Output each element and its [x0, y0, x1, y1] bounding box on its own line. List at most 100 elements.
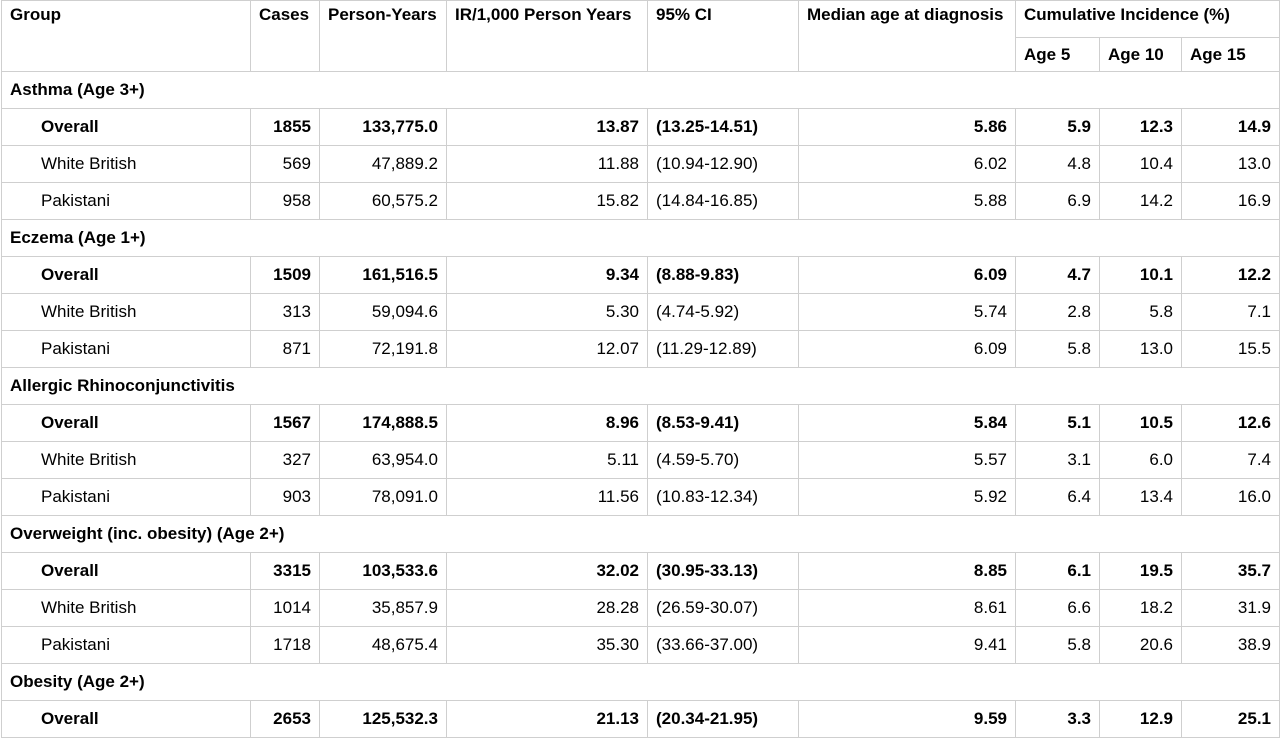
person-years-cell: 161,516.5	[319, 256, 447, 294]
age5-cell: 6.4	[1015, 478, 1100, 516]
age10-cell: 10.5	[1099, 404, 1182, 442]
age5-cell: 2.8	[1015, 293, 1100, 331]
section-title: Overweight (inc. obesity) (Age 2+)	[1, 515, 1280, 553]
age5-cell: 4.7	[1015, 256, 1100, 294]
median-age-cell: 6.09	[798, 256, 1016, 294]
median-age-cell: 5.74	[798, 293, 1016, 331]
age10-cell: 19.5	[1099, 552, 1182, 590]
age15-cell: 12.2	[1181, 256, 1280, 294]
person-years-cell: 125,532.3	[319, 700, 447, 738]
table-row: Overall 2653 125,532.3 21.13 (20.34-21.95) 9.…	[1, 700, 1280, 738]
section-title: Allergic Rhinoconjunctivitis	[1, 367, 1280, 405]
age5-cell: 5.8	[1015, 626, 1100, 664]
age10-cell: 12.9	[1099, 700, 1182, 738]
row-group-label: White British	[1, 441, 251, 479]
table-row: Overall 3315 103,533.6 32.02 (30.95-33.13) 8.…	[1, 552, 1280, 590]
person-years-cell: 63,954.0	[319, 441, 447, 479]
cases-cell: 1855	[250, 108, 320, 146]
cases-cell: 958	[250, 182, 320, 220]
row-group-label: White British	[1, 293, 251, 331]
age15-cell: 7.1	[1181, 293, 1280, 331]
ir-cell: 32.02	[446, 552, 648, 590]
ci-cell: (14.84-16.85)	[647, 182, 799, 220]
cases-cell: 1509	[250, 256, 320, 294]
row-group-label: White British	[1, 589, 251, 627]
ir-cell: 11.56	[446, 478, 648, 516]
ci-cell: (33.66-37.00)	[647, 626, 799, 664]
row-group-label: Overall	[1, 552, 251, 590]
age10-cell: 13.4	[1099, 478, 1182, 516]
cases-cell: 1014	[250, 589, 320, 627]
ir-cell: 5.30	[446, 293, 648, 331]
cases-cell: 327	[250, 441, 320, 479]
row-group-label: Pakistani	[1, 478, 251, 516]
header-ir: IR/1,000 Person Years	[446, 0, 648, 72]
table-row: Overall 1567 174,888.5 8.96 (8.53-9.41) 5.84 5…	[1, 404, 1280, 442]
person-years-cell: 78,091.0	[319, 478, 447, 516]
table-body: Asthma (Age 3+) Overall 1855 133,775.0 13.87…	[1, 71, 1280, 738]
median-age-cell: 5.86	[798, 108, 1016, 146]
header-group: Group	[1, 0, 251, 72]
ci-cell: (10.83-12.34)	[647, 478, 799, 516]
person-years-cell: 48,675.4	[319, 626, 447, 664]
median-age-cell: 9.59	[798, 700, 1016, 738]
ir-cell: 21.13	[446, 700, 648, 738]
ci-cell: (11.29-12.89)	[647, 330, 799, 368]
ir-cell: 11.88	[446, 145, 648, 183]
section-title: Eczema (Age 1+)	[1, 219, 1280, 257]
table-row: Pakistani 958 60,575.2 15.82 (14.84-16.85) 5.…	[1, 182, 1280, 220]
section-title: Obesity (Age 2+)	[1, 663, 1280, 701]
age10-cell: 20.6	[1099, 626, 1182, 664]
person-years-cell: 174,888.5	[319, 404, 447, 442]
table-row: Overall 1855 133,775.0 13.87 (13.25-14.51) 5.…	[1, 108, 1280, 146]
ci-cell: (30.95-33.13)	[647, 552, 799, 590]
age15-cell: 25.1	[1181, 700, 1280, 738]
row-group-label: Pakistani	[1, 626, 251, 664]
ci-cell: (26.59-30.07)	[647, 589, 799, 627]
person-years-cell: 47,889.2	[319, 145, 447, 183]
age5-cell: 3.3	[1015, 700, 1100, 738]
age5-cell: 5.9	[1015, 108, 1100, 146]
age15-cell: 13.0	[1181, 145, 1280, 183]
person-years-cell: 133,775.0	[319, 108, 447, 146]
age10-cell: 18.2	[1099, 589, 1182, 627]
table-row: Pakistani 903 78,091.0 11.56 (10.83-12.34) 5.…	[1, 478, 1280, 516]
row-group-label: Overall	[1, 404, 251, 442]
header-median-age: Median age at diagnosis	[798, 0, 1016, 72]
cases-cell: 569	[250, 145, 320, 183]
age10-cell: 13.0	[1099, 330, 1182, 368]
median-age-cell: 5.57	[798, 441, 1016, 479]
age15-cell: 31.9	[1181, 589, 1280, 627]
cases-cell: 313	[250, 293, 320, 331]
age10-cell: 12.3	[1099, 108, 1182, 146]
row-group-label: Overall	[1, 700, 251, 738]
ir-cell: 15.82	[446, 182, 648, 220]
age5-cell: 4.8	[1015, 145, 1100, 183]
age5-cell: 6.9	[1015, 182, 1100, 220]
table-row: Pakistani 1718 48,675.4 35.30 (33.66-37.00) 9…	[1, 626, 1280, 664]
ci-cell: (10.94-12.90)	[647, 145, 799, 183]
person-years-cell: 72,191.8	[319, 330, 447, 368]
section-row: Allergic Rhinoconjunctivitis	[1, 367, 1280, 405]
row-group-label: White British	[1, 145, 251, 183]
row-group-label: Overall	[1, 256, 251, 294]
cases-cell: 871	[250, 330, 320, 368]
age5-cell: 6.6	[1015, 589, 1100, 627]
ci-cell: (8.53-9.41)	[647, 404, 799, 442]
section-row: Overweight (inc. obesity) (Age 2+)	[1, 515, 1280, 553]
person-years-cell: 35,857.9	[319, 589, 447, 627]
age5-cell: 3.1	[1015, 441, 1100, 479]
median-age-cell: 5.84	[798, 404, 1016, 442]
ci-cell: (8.88-9.83)	[647, 256, 799, 294]
age15-cell: 12.6	[1181, 404, 1280, 442]
ir-cell: 9.34	[446, 256, 648, 294]
section-row: Obesity (Age 2+)	[1, 663, 1280, 701]
median-age-cell: 6.02	[798, 145, 1016, 183]
section-row: Asthma (Age 3+)	[1, 71, 1280, 109]
header-age-5: Age 5	[1015, 37, 1100, 72]
person-years-cell: 59,094.6	[319, 293, 447, 331]
header-person-years: Person-Years	[319, 0, 447, 72]
cases-cell: 1567	[250, 404, 320, 442]
median-age-cell: 6.09	[798, 330, 1016, 368]
